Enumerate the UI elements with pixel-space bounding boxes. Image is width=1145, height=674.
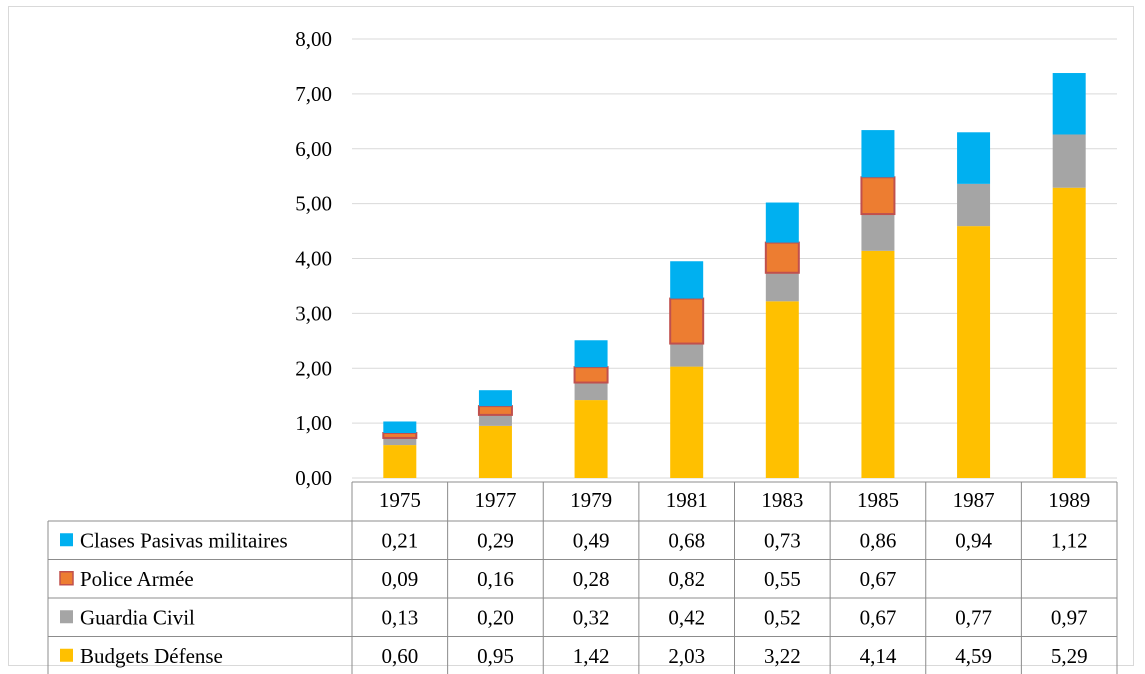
x-category-label: 1989 <box>1048 488 1090 512</box>
bar-segment <box>478 414 512 426</box>
bar-segment <box>670 366 704 478</box>
data-value: 0,97 <box>1051 605 1088 629</box>
series-name: Clases Pasivas militaires <box>80 528 288 552</box>
bar-segment <box>764 241 800 274</box>
legend-key <box>60 648 73 662</box>
legend-key <box>60 610 73 624</box>
data-value: 0,29 <box>477 528 514 552</box>
data-value: 3,22 <box>764 644 801 668</box>
bar-segment <box>765 272 799 302</box>
bar-segment <box>574 382 608 401</box>
data-value: 0,67 <box>860 605 897 629</box>
data-value: 0,13 <box>381 605 418 629</box>
data-value: 0,67 <box>860 567 897 591</box>
bar-segment <box>383 437 417 446</box>
data-value: 1,42 <box>573 644 610 668</box>
y-tick-label: 8,00 <box>295 27 332 51</box>
bar-segment <box>1052 134 1086 188</box>
data-value: 0,60 <box>381 644 418 668</box>
bar-segment <box>765 301 799 478</box>
bar-segment <box>669 297 705 345</box>
x-category-label: 1981 <box>666 488 708 512</box>
data-value: 4,14 <box>860 644 897 668</box>
x-category-label: 1983 <box>761 488 803 512</box>
data-value: 0,95 <box>477 644 514 668</box>
y-tick-label: 7,00 <box>295 82 332 106</box>
bar-segment <box>957 226 991 478</box>
data-value: 0,42 <box>668 605 705 629</box>
data-value: 4,59 <box>955 644 992 668</box>
bar-segment <box>670 261 704 299</box>
bar-segment <box>957 183 991 227</box>
bar-segment <box>765 202 799 243</box>
bar-segment <box>861 250 895 478</box>
data-value: 0,86 <box>860 528 897 552</box>
data-value: 1,12 <box>1051 528 1088 552</box>
data-value: 0,28 <box>573 567 610 591</box>
data-value: 0,21 <box>381 528 418 552</box>
bar-segment <box>957 132 991 184</box>
bar-segment <box>573 366 609 384</box>
x-category-label: 1977 <box>474 488 516 512</box>
data-value: 0,09 <box>381 567 418 591</box>
data-value: 0,68 <box>668 528 705 552</box>
bar-segment <box>861 214 895 251</box>
data-value: 2,03 <box>668 644 705 668</box>
series-name: Guardia Civil <box>80 605 195 629</box>
bar-segment <box>574 340 608 368</box>
data-value: 0,49 <box>573 528 610 552</box>
y-tick-label: 4,00 <box>295 247 332 271</box>
x-category-label: 1985 <box>857 488 899 512</box>
bar-segment <box>1052 73 1086 135</box>
data-value: 0,82 <box>668 567 705 591</box>
data-value: 0,16 <box>477 567 514 591</box>
bar-segment <box>861 130 895 178</box>
bar-segment <box>477 405 513 416</box>
data-value: 0,94 <box>955 528 992 552</box>
y-tick-label: 5,00 <box>295 192 332 216</box>
x-category-label: 1987 <box>953 488 995 512</box>
y-tick-label: 1,00 <box>295 411 332 435</box>
bar-segment <box>1052 187 1086 478</box>
data-value: 0,32 <box>573 605 610 629</box>
bar-segment <box>478 390 512 407</box>
data-value: 0,77 <box>955 605 992 629</box>
data-value: 5,29 <box>1051 644 1088 668</box>
x-category-label: 1979 <box>570 488 612 512</box>
data-value: 0,73 <box>764 528 801 552</box>
chart-frame <box>8 6 1134 666</box>
data-value: 0,52 <box>764 605 801 629</box>
x-category-label: 1975 <box>379 488 421 512</box>
y-tick-label: 3,00 <box>295 301 332 325</box>
y-tick-label: 2,00 <box>295 356 332 380</box>
series-name: Budgets Défense <box>80 644 223 668</box>
bar-segment <box>383 421 417 434</box>
bar-segment <box>383 445 417 478</box>
legend-key <box>59 571 74 586</box>
series-name: Police Armée <box>80 567 194 591</box>
bar-segment <box>860 176 896 216</box>
bar-segment <box>478 425 512 478</box>
legend-key <box>60 533 73 547</box>
y-tick-label: 0,00 <box>295 466 332 490</box>
data-value: 0,55 <box>764 567 801 591</box>
data-value: 0,20 <box>477 605 514 629</box>
bar-segment <box>670 343 704 367</box>
y-tick-label: 6,00 <box>295 137 332 161</box>
bar-segment <box>574 400 608 478</box>
bar-segment <box>382 432 418 439</box>
